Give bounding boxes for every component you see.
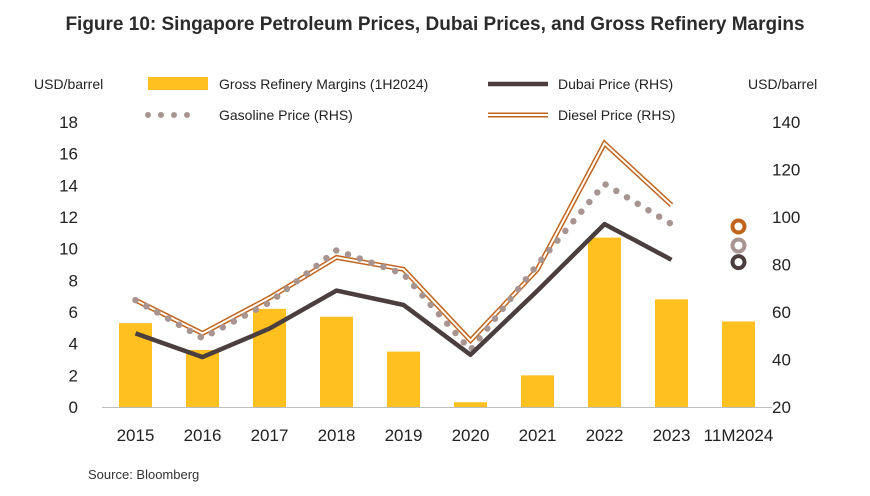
diesel-line-inner — [135, 141, 673, 342]
x-tick-label-2015: 2015 — [117, 426, 155, 445]
y-right-tick-label: 120 — [772, 161, 800, 180]
bar-2022 — [588, 237, 621, 407]
y-left-tick-label: 2 — [69, 366, 78, 385]
x-tick-label-2017: 2017 — [251, 426, 289, 445]
x-tick-label-2018: 2018 — [318, 426, 356, 445]
gasoline-line — [132, 179, 675, 356]
y-left-tick-label: 8 — [69, 271, 78, 290]
y-left-tick-label: 18 — [59, 113, 78, 132]
bar-2021 — [521, 375, 554, 407]
dubai-marker-11M2024 — [730, 254, 747, 271]
legend-label-gasoline: Gasoline Price (RHS) — [219, 107, 353, 123]
legend: Gross Refinery Margins (1H2024) Dubai Pr… — [145, 76, 675, 123]
axes-layer: 0 2 4 6 8 10 12 14 16 18 20 40 60 80 100 120 140 2015 2016… — [59, 113, 800, 445]
legend-swatch-margins — [148, 77, 208, 90]
x-tick-label-2023: 2023 — [653, 426, 691, 445]
dubai-line — [134, 221, 673, 360]
bar-2023 — [655, 299, 688, 407]
y-left-tick-label: 6 — [69, 303, 78, 322]
source-note: Source: Bloomberg — [88, 467, 200, 482]
y-left-tick-label: 14 — [59, 176, 78, 195]
x-tick-label-2022: 2022 — [586, 426, 624, 445]
bar-2016 — [186, 350, 219, 407]
y-left-unit: USD/barrel — [34, 76, 103, 92]
y-left-tick-label: 16 — [59, 145, 78, 164]
bar-11M2024 — [722, 321, 755, 407]
y-left-tick-label: 4 — [69, 335, 78, 354]
x-tick-label-2021: 2021 — [519, 426, 557, 445]
diesel-marker-11M2024 — [730, 218, 747, 235]
legend-label-diesel: Diesel Price (RHS) — [558, 107, 675, 123]
y-left-tick-label: 12 — [59, 208, 78, 227]
chart-title: Figure 10: Singapore Petroleum Prices, D… — [65, 14, 805, 35]
bar-2017 — [253, 308, 286, 407]
bar-2020 — [454, 402, 487, 407]
x-tick-label-2019: 2019 — [385, 426, 423, 445]
y-left-tick-label: 0 — [69, 398, 78, 417]
y-right-tick-label: 140 — [772, 113, 800, 132]
gasoline-marker-11M2024 — [730, 237, 747, 254]
bars-layer — [119, 237, 755, 407]
bar-2019 — [387, 351, 420, 407]
x-tick-label-11M2024: 11M2024 — [704, 426, 774, 445]
y-left-tick-label: 10 — [59, 240, 78, 259]
lines-layer — [132, 139, 747, 360]
legend-label-dubai: Dubai Price (RHS) — [558, 76, 673, 92]
y-right-tick-label: 40 — [772, 351, 791, 370]
y-right-tick-label: 80 — [772, 256, 791, 275]
x-tick-label-2016: 2016 — [184, 426, 222, 445]
x-tick-label-2020: 2020 — [452, 426, 490, 445]
y-right-tick-label: 60 — [772, 303, 791, 322]
y-right-unit: USD/barrel — [748, 76, 817, 92]
y-right-tick-label: 100 — [772, 208, 800, 227]
y-right-tick-label: 20 — [772, 398, 791, 417]
legend-label-margins: Gross Refinery Margins (1H2024) — [219, 76, 428, 92]
bar-2018 — [320, 316, 353, 407]
